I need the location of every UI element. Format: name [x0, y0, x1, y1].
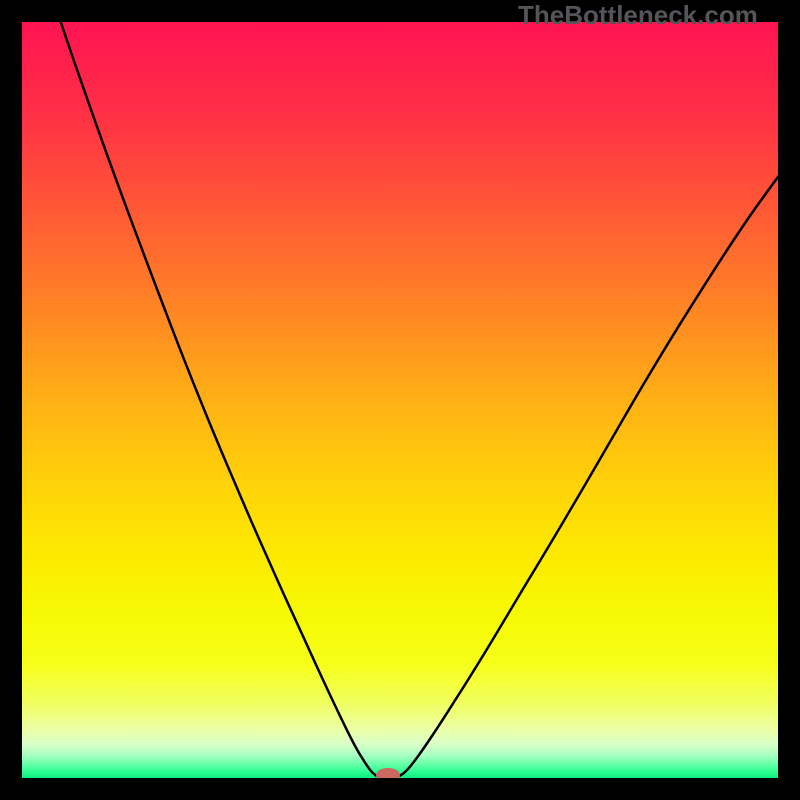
watermark-text: TheBottleneck.com — [518, 0, 758, 31]
plot-area — [22, 22, 778, 778]
minimum-marker — [376, 768, 400, 778]
curve-left-branch — [58, 22, 376, 776]
curve-right-branch — [400, 168, 778, 776]
curve-svg — [22, 22, 778, 778]
